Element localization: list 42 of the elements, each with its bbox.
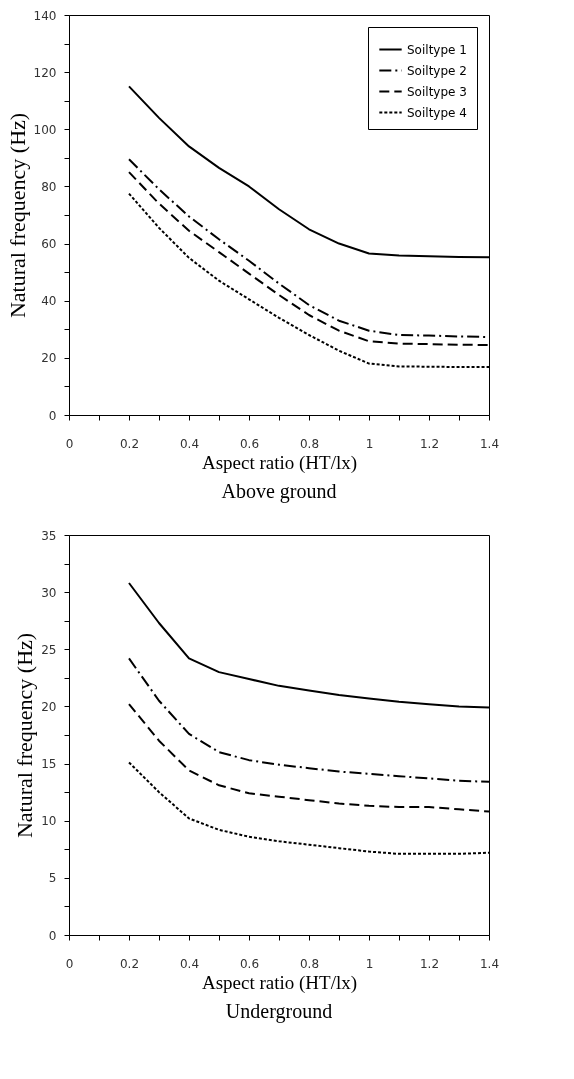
legend-label: Soiltype 1 [407,42,467,57]
y-tick-label: 20 [41,699,57,714]
y-tick-label: 40 [41,294,57,309]
legend-label: Soiltype 4 [407,105,467,120]
x-tick-label: 0.4 [179,956,200,971]
y-tick-label: 30 [41,585,57,600]
y-tick-label: 35 [41,528,57,543]
y-tick-label: 15 [41,757,57,772]
text: Above ground [221,480,337,503]
x-tick-label: 1 [365,956,374,971]
x-axis-title: Aspect ratio (HT/lx) [201,451,358,474]
legend-label: Soiltype 3 [407,84,467,99]
y-tick-label: 140 [33,8,57,23]
x-tick-label: 0 [65,956,74,971]
x-tick-label: 0.6 [239,956,260,971]
x-tick-label: 0.6 [239,436,260,451]
x-tick-label: 0.2 [119,956,140,971]
x-axis-title: Aspect ratio (HT/lx) [201,971,358,994]
y-tick-label: 120 [33,65,57,80]
y-tick-label: 10 [41,814,57,829]
y-tick-label: 0 [48,928,57,943]
x-tick-label: 1.4 [479,956,500,971]
x-tick-label: 0.4 [179,436,200,451]
y-tick-label: 5 [48,871,57,886]
y-tick-label: 0 [48,408,57,423]
legend-label: Soiltype 2 [407,63,467,78]
x-tick-label: 1.2 [419,436,440,451]
y-axis-title: Natural frequency (Hz) [12,632,38,839]
x-tick-label: 1 [365,436,374,451]
y-tick-label: 80 [41,179,57,194]
x-tick-label: 0.8 [299,436,320,451]
x-tick-label: 1.2 [419,956,440,971]
y-tick-label: 25 [41,642,57,657]
text: Underground [225,1000,333,1023]
y-tick-label: 60 [41,237,57,252]
y-axis-title: Natural frequency (Hz) [4,112,30,319]
x-tick-label: 0 [65,436,74,451]
y-tick-label: 100 [33,122,57,137]
x-tick-label: 0.8 [299,956,320,971]
y-tick-label: 20 [41,351,57,366]
x-tick-label: 0.2 [119,436,140,451]
x-tick-label: 1.4 [479,436,500,451]
